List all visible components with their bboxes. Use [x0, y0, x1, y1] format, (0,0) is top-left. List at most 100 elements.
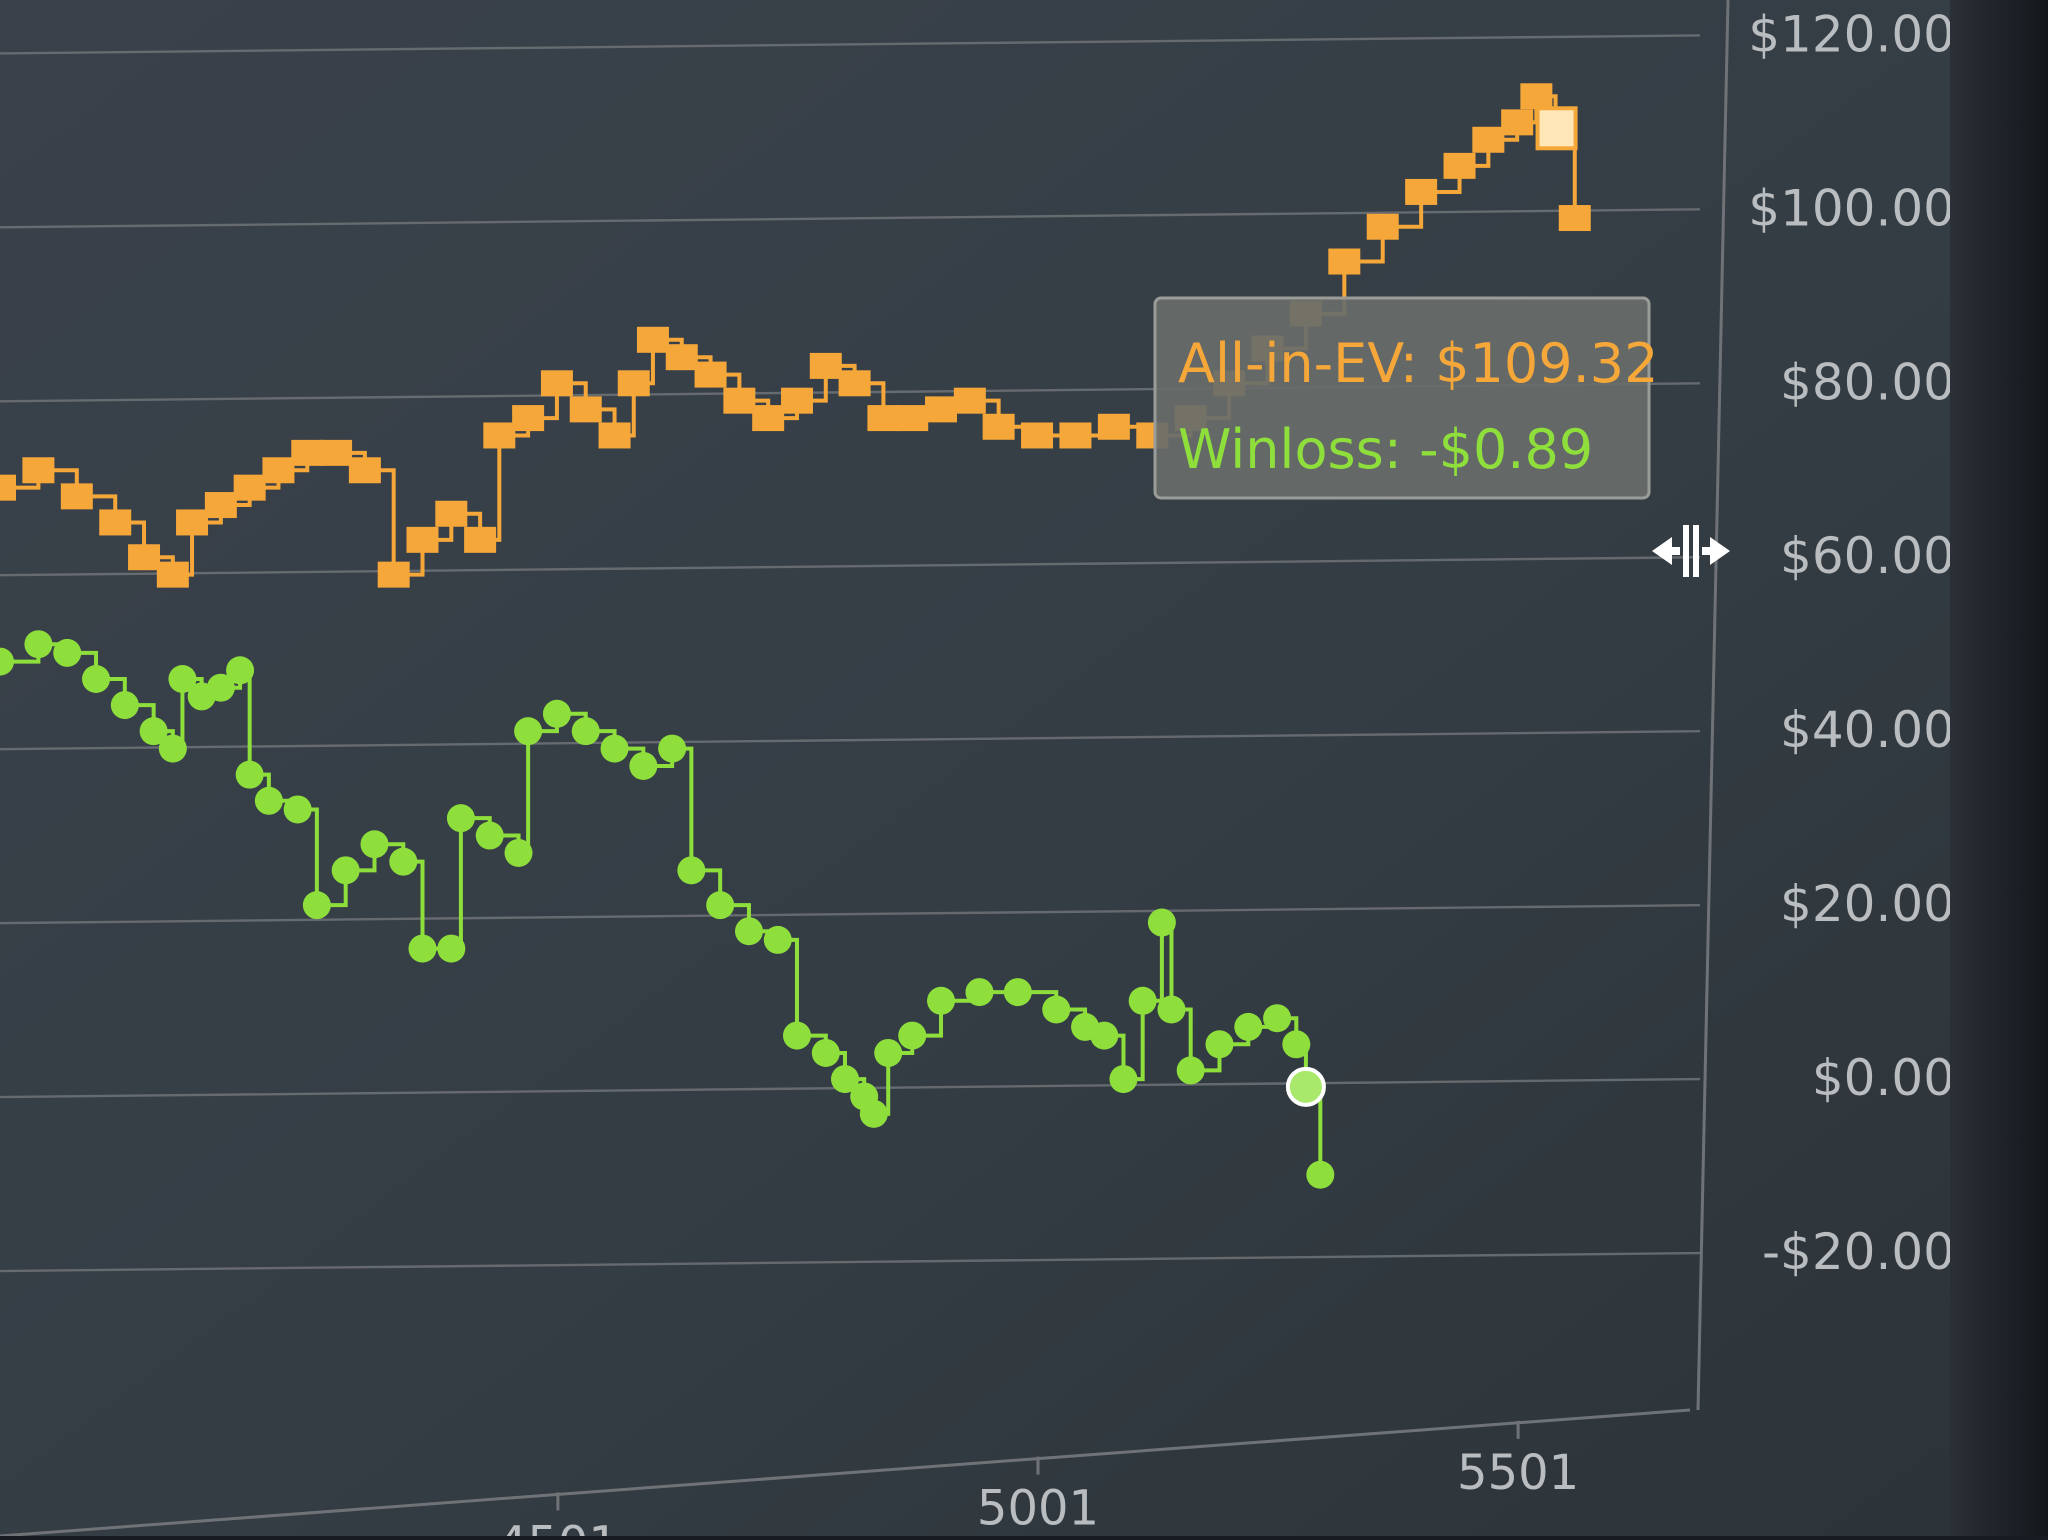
cursor-bar: [1693, 525, 1699, 577]
all_in_ev-point: [128, 544, 161, 571]
winloss-point: [1042, 995, 1071, 1024]
all_in_ev-point: [262, 457, 295, 484]
all_in_ev-point: [982, 413, 1015, 440]
winloss-point: [110, 691, 139, 720]
x-tick-label: 4501: [497, 1516, 619, 1536]
all_in_ev-point: [896, 405, 929, 432]
winloss-point: [235, 760, 264, 789]
winloss-point: [139, 717, 168, 746]
all_in_ev-point: [569, 396, 602, 423]
cursor-arrow-left: [1652, 537, 1680, 565]
winloss-point: [360, 830, 389, 859]
resize-horizontal-icon: [1652, 525, 1730, 577]
all_in_ev-point: [780, 387, 813, 414]
all_in_ev-point: [838, 370, 871, 397]
winloss-point: [475, 821, 504, 850]
winloss-point: [206, 673, 235, 702]
winloss-point: [965, 978, 994, 1007]
winloss-point: [898, 1021, 927, 1050]
all_in_ev-point: [540, 370, 573, 397]
winloss-point: [1282, 1030, 1311, 1059]
y-tick-label: $40.00: [1780, 701, 1955, 759]
monitor-bezel: [1950, 0, 2048, 1536]
y-tick-label: $60.00: [1780, 527, 1955, 585]
y-tick-label: -$20.00: [1762, 1223, 1955, 1281]
grid-line: [0, 729, 1701, 751]
all_in_ev-point: [1097, 413, 1130, 440]
winloss-point: [1109, 1065, 1138, 1094]
grid-line: [0, 208, 1701, 229]
y-tick-label: $20.00: [1780, 875, 1955, 933]
all_in_ev-point: [348, 457, 381, 484]
winloss-point: [706, 891, 735, 920]
all_in_ev-point: [617, 370, 650, 397]
series-winloss: [0, 630, 1335, 1189]
winloss-point: [389, 847, 418, 876]
all_in_ev-point: [483, 422, 516, 449]
all_in_ev-point: [233, 474, 266, 501]
winloss-point: [1306, 1160, 1335, 1189]
all_in_ev-point: [99, 509, 132, 536]
winloss-point: [1263, 1004, 1292, 1033]
all_in_ev-point: [406, 526, 439, 553]
cursor-bar: [1683, 525, 1689, 577]
grid-line: [0, 1251, 1701, 1273]
all_in_ev-point: [809, 352, 842, 379]
all_in_ev-point: [1021, 422, 1054, 449]
all_in_ev-point: [176, 509, 209, 536]
all_in_ev-point: [694, 361, 727, 388]
winloss-point: [874, 1038, 903, 1067]
grid-line: [0, 34, 1701, 55]
winloss-point: [600, 734, 629, 763]
hovered-winloss-point: [1285, 1066, 1326, 1107]
all_in_ev-point: [1472, 126, 1505, 153]
winloss-point: [302, 891, 331, 920]
x-axis-line: [0, 1408, 1691, 1538]
winloss-point: [82, 665, 111, 693]
all_in_ev-point: [1328, 248, 1361, 275]
winloss-point: [542, 699, 571, 728]
winloss-point: [331, 856, 360, 885]
winloss-point: [811, 1038, 840, 1067]
winloss-point: [53, 638, 82, 667]
winloss-point: [24, 630, 53, 659]
all_in_ev-point: [320, 439, 353, 466]
all_in_ev-point: [1405, 178, 1438, 205]
y-tick-label: $0.00: [1812, 1049, 1955, 1107]
winloss-point: [927, 986, 956, 1015]
winloss-point: [658, 734, 687, 763]
winloss-point: [1205, 1030, 1234, 1059]
all_in_ev-point: [598, 422, 631, 449]
all_in_ev-point: [60, 483, 93, 510]
y-axis-line: [1696, 0, 1730, 1411]
winloss-point: [1157, 995, 1186, 1024]
winloss-point: [408, 934, 437, 963]
all_in_ev-point: [435, 500, 468, 527]
all_in_ev-point: [1558, 205, 1591, 232]
winloss-point: [504, 838, 533, 867]
all_in_ev-point: [464, 526, 497, 553]
all_in_ev-point: [377, 561, 410, 588]
all_in_ev-point: [512, 405, 545, 432]
all_in_ev-point: [156, 561, 189, 588]
winloss-point: [763, 925, 792, 954]
x-tick-label: 5501: [1457, 1445, 1579, 1501]
winloss-point: [514, 717, 543, 746]
series-layer: [0, 83, 1591, 1189]
winloss-point: [1234, 1012, 1263, 1041]
all_in_ev-point: [665, 344, 698, 371]
winloss-point: [734, 917, 763, 946]
winloss-point: [254, 786, 283, 815]
winloss-point: [226, 656, 255, 685]
y-tick-label: $80.00: [1780, 353, 1955, 411]
all_in_ev-point: [953, 387, 986, 414]
all_in_ev-point: [925, 396, 958, 423]
winloss-point: [0, 647, 14, 676]
winloss-point: [677, 856, 706, 885]
all_in_ev-point: [1520, 83, 1553, 110]
tooltip-line: All-in-EV: $109.32: [1178, 332, 1658, 395]
winloss-point: [283, 795, 312, 824]
